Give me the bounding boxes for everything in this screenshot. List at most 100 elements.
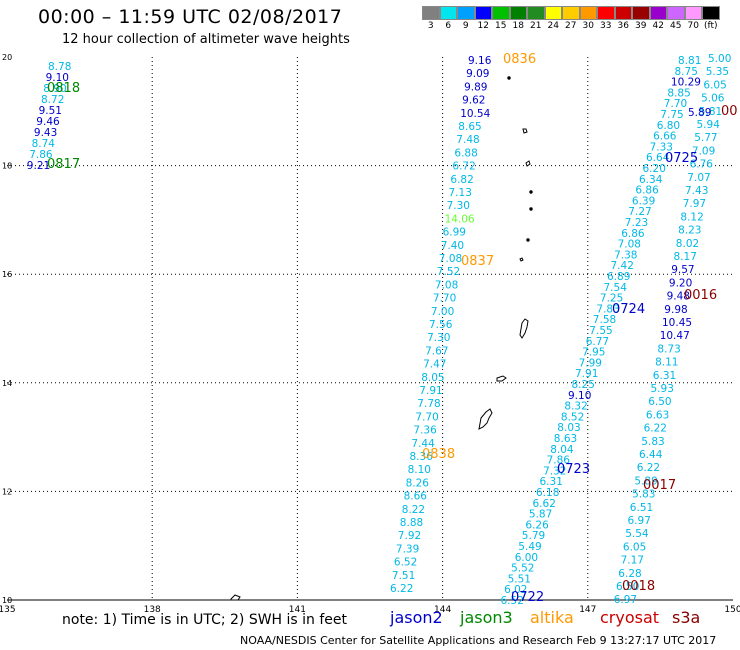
island-outline <box>496 375 507 382</box>
colorbar-labels: 3 6 9 12 15 18 21 24 27 30 33 36 39 42 45 70 (ft) <box>422 21 720 31</box>
island-outline <box>478 408 493 430</box>
wave-height-value: 7.39 <box>396 543 419 555</box>
wave-height-value: 7.32 <box>543 465 566 477</box>
legend-jason2: jason2 <box>390 608 443 627</box>
wave-height-value: 9.20 <box>669 277 692 289</box>
wave-height-value: 9.43 <box>34 127 57 139</box>
wave-height-value: 7.33 <box>650 141 673 153</box>
wave-height-value: 7.83 <box>596 303 619 315</box>
wave-height-value: 6.22 <box>390 583 413 595</box>
pass-time-label: 0818 <box>47 81 80 96</box>
wave-height-value: 10.54 <box>460 108 490 120</box>
wave-height-value: 7.42 <box>611 260 634 272</box>
colorbar-swatch <box>562 6 580 20</box>
wave-height-value: 5.00 <box>708 53 731 65</box>
colorbar-swatch <box>632 6 650 20</box>
wave-height-value: 5.81 <box>699 106 722 118</box>
wave-height-value: 7.91 <box>575 368 598 380</box>
map-grid <box>7 57 733 601</box>
wave-height-value: 7.55 <box>589 325 612 337</box>
wave-height-value: 10.29 <box>671 77 701 89</box>
pass-time-label: 0018 <box>622 579 655 594</box>
colorbar-swatch <box>422 6 440 20</box>
colorbar-swatch <box>527 6 545 20</box>
wave-height-value: 8.36 <box>410 451 434 463</box>
island-outline <box>519 318 529 339</box>
wave-height-value: 7.51 <box>392 570 415 582</box>
legend-altika: altika <box>530 608 574 627</box>
wave-height-value: 6.02 <box>504 584 527 596</box>
colorbar-label: 9 <box>462 21 469 31</box>
colorbar-label: 27 <box>565 21 577 31</box>
axis-ticks: 135 138 141 144 147 150 20 18 16 14 12 10 <box>0 53 740 615</box>
y-tick-label: 20 <box>2 53 12 62</box>
x-tick-label: 141 <box>289 605 306 615</box>
wave-height-value: 7.92 <box>398 530 421 542</box>
wave-height-value: 5.93 <box>651 383 674 395</box>
wave-height-value: 8.81 <box>678 55 701 67</box>
wave-height-value: 6.28 <box>618 568 641 580</box>
wave-height-value: 7.30 <box>447 200 470 212</box>
island-outline <box>525 160 531 167</box>
colorbar-label: 30 <box>582 21 594 31</box>
legend-cryosat: cryosat <box>600 608 660 627</box>
wave-height-value: 7.23 <box>625 217 648 229</box>
y-tick-label: 12 <box>2 487 12 496</box>
x-tick-label: 138 <box>144 605 161 615</box>
time-labels: 0818 0817 0836 0837 0838 0725 0724 0723 0722 00 00… <box>47 52 738 605</box>
island-outline <box>522 128 528 134</box>
colorbar-swatch <box>649 6 667 20</box>
colorbar-label: 24 <box>547 21 559 31</box>
wave-height-value: 5.06 <box>701 93 725 105</box>
wave-height-value: 9.10 <box>568 390 591 402</box>
wave-height-value: 8.05 <box>421 372 444 384</box>
pass-time-label: 0837 <box>461 254 494 269</box>
wave-height-value: 7.13 <box>449 187 472 199</box>
wave-height-value: 5.89 <box>688 107 711 119</box>
wave-height-value: 8.65 <box>458 121 481 133</box>
wave-height-value: 6.64 <box>646 152 670 164</box>
wave-height-value: 6.05 <box>623 541 646 553</box>
wave-height-value: 9.89 <box>464 81 487 93</box>
colorbar <box>422 6 720 20</box>
wave-height-value: 8.04 <box>550 444 574 456</box>
pass-time-label: 0725 <box>665 151 698 166</box>
wave-height-value: 7.38 <box>614 249 637 261</box>
wave-height-value: 8.73 <box>657 343 680 355</box>
island-outline <box>230 594 241 601</box>
wave-height-value: 8.26 <box>406 477 430 489</box>
y-tick-label: 18 <box>2 162 12 171</box>
wave-height-value: 8.78 <box>48 61 71 73</box>
legend-jason3: jason3 <box>460 608 513 627</box>
wave-height-value: 7.58 <box>593 314 616 326</box>
wave-height-value: 7.43 <box>685 185 708 197</box>
wave-height-value: 10.45 <box>662 317 692 329</box>
colorbar-label: 70 <box>687 21 699 31</box>
wave-height-value: 6.20 <box>643 163 666 175</box>
wave-height-value: 10.47 <box>660 330 690 342</box>
wave-height-value: 8.63 <box>554 433 577 445</box>
wave-height-value: 6.86 <box>635 185 659 197</box>
colorbar-swatch <box>684 6 702 20</box>
wave-height-value: 7.30 <box>427 332 450 344</box>
wave-height-value: 8.74 <box>32 138 56 150</box>
island-dot <box>529 190 533 194</box>
wave-height-value: 9.09 <box>466 68 489 80</box>
wave-height-value: 7.67 <box>425 345 448 357</box>
wave-height-value: 6.97 <box>614 594 637 606</box>
wave-height-value: 7.54 <box>604 282 628 294</box>
wave-height-value: 7.75 <box>660 109 683 121</box>
island-dot <box>507 76 511 80</box>
wave-height-value: 6.99 <box>443 227 466 239</box>
wave-height-value: 6.31 <box>540 476 563 488</box>
pass-time-label: 00 <box>721 104 738 119</box>
wave-height-value: 6.89 <box>607 271 630 283</box>
wave-height-value: 8.85 <box>667 87 690 99</box>
x-tick-label: 147 <box>579 605 596 615</box>
y-tick-label: 14 <box>2 379 12 388</box>
wave-height-value: 7.91 <box>419 385 442 397</box>
wave-height-value: 6.72 <box>452 161 475 173</box>
island-dot <box>526 238 530 242</box>
pass-time-label: 0016 <box>684 288 717 303</box>
pass-time-label: 0838 <box>422 447 455 462</box>
